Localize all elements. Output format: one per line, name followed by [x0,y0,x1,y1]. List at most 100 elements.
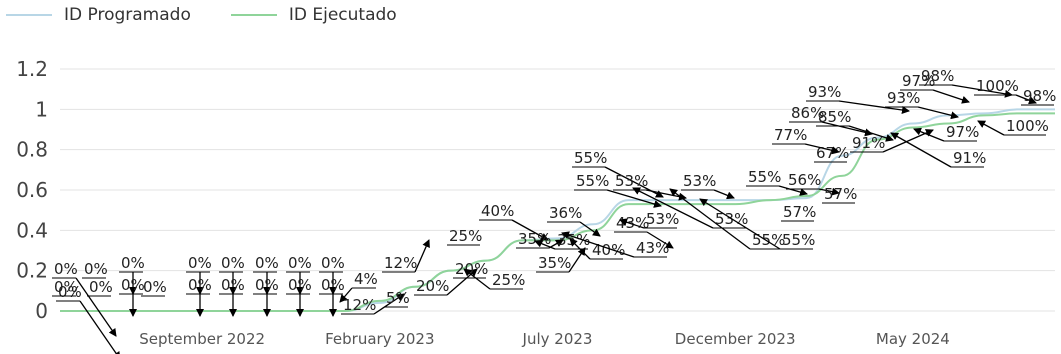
data-label: 93% [887,89,920,107]
label-arrow [463,268,491,290]
label-arrow [804,143,840,155]
label-arrow [606,189,662,208]
legend-item-ejecutado[interactable]: ID Ejecutado [225,5,397,25]
data-label: 55% [576,172,609,190]
data-label: 0% [188,254,212,272]
data-label: 0% [54,278,78,296]
label-arrow [646,231,674,249]
data-label: 55% [782,231,815,249]
data-label: 0% [221,276,245,294]
data-label: 98% [1023,87,1056,105]
data-label: 12% [343,296,376,314]
data-label: 55% [752,231,785,249]
y-tick-label: 0.8 [16,138,48,162]
label-arrow [821,121,873,137]
label-arrow [932,89,970,104]
label-arrow [917,106,959,120]
data-label: 0% [188,276,212,294]
label-arrow [848,125,894,142]
x-tick-label: February 2023 [325,330,434,348]
x-tick-label: July 2023 [522,330,593,348]
legend-label-programado: ID Programado [64,5,191,25]
data-label: 55% [748,168,781,186]
x-tick-label: May 2024 [876,330,950,348]
data-label: 77% [774,126,807,144]
data-label: 0% [84,260,108,278]
label-arrow [669,188,751,250]
data-label: 86% [791,104,824,122]
legend-label-ejecutado: ID Ejecutado [288,5,397,25]
label-arrow [373,293,405,315]
data-label: 91% [852,134,885,152]
data-label: 67% [816,144,849,162]
label-arrow [818,187,840,196]
data-label: 5% [386,289,410,307]
label-arrow [548,239,564,249]
label-arrow [339,287,353,303]
legend: ID Programado ID Ejecutado [0,2,431,28]
data-label: 25% [492,271,525,289]
legend-item-programado[interactable]: ID Programado [0,5,191,25]
data-label: 91% [953,149,986,167]
label-arrow [534,239,556,250]
data-label: 0% [221,254,245,272]
data-label: 100% [1006,117,1049,135]
data-label: 25% [449,227,482,245]
label-arrow [511,219,549,241]
data-label: 0% [255,254,279,272]
data-label: 57% [824,185,857,203]
y-tick-label: 0.2 [16,259,48,283]
data-label: 53% [615,172,648,190]
data-label: 35% [518,230,551,248]
label-arrow [79,300,121,354]
label-arrow [446,268,478,296]
data-label: 0% [321,276,345,294]
data-label: 35% [557,231,590,249]
x-tick-label: September 2022 [139,330,265,348]
data-label: 57% [783,203,816,221]
data-label: 40% [592,241,625,259]
data-label: 20% [416,277,449,295]
data-label: 40% [481,202,514,220]
label-arrow [913,127,945,142]
label-arrow [977,120,1005,136]
label-arrow [579,221,601,237]
data-label: 0% [121,254,145,272]
legend-line-programado [6,14,52,16]
data-label: 97% [946,123,979,141]
y-tick-label: 1.2 [16,57,48,81]
data-label: 0% [143,278,167,296]
data-label: 53% [646,210,679,228]
label-arrow [75,277,117,337]
data-label: 0% [255,276,279,294]
data-label: 98% [921,67,954,85]
data-label: 100% [976,77,1019,95]
label-arrow [699,198,781,250]
label-arrow [569,238,591,260]
label-arrow [838,100,910,114]
data-label: 35% [538,254,571,272]
label-arrow [414,239,430,273]
data-label: 12% [384,254,417,272]
label-arrow [778,185,808,196]
label-arrow [890,132,952,168]
y-tick-label: 0.4 [16,218,48,242]
data-label: 0% [54,260,78,278]
data-label: 36% [549,204,582,222]
data-label: 0% [321,254,345,272]
y-tick-label: 0.6 [16,178,48,202]
data-label: 85% [818,108,851,126]
label-arrow [619,218,645,229]
label-arrow [713,189,735,200]
data-label: 55% [574,149,607,167]
data-label: 43% [616,214,649,232]
data-label: 0% [121,276,145,294]
data-label: 93% [808,83,841,101]
x-tick-label: December 2023 [675,330,796,348]
y-tick-label: 0 [35,299,48,323]
legend-line-ejecutado [230,14,277,16]
label-arrow [632,187,714,229]
data-label: 53% [683,172,716,190]
data-label: 0% [288,254,312,272]
